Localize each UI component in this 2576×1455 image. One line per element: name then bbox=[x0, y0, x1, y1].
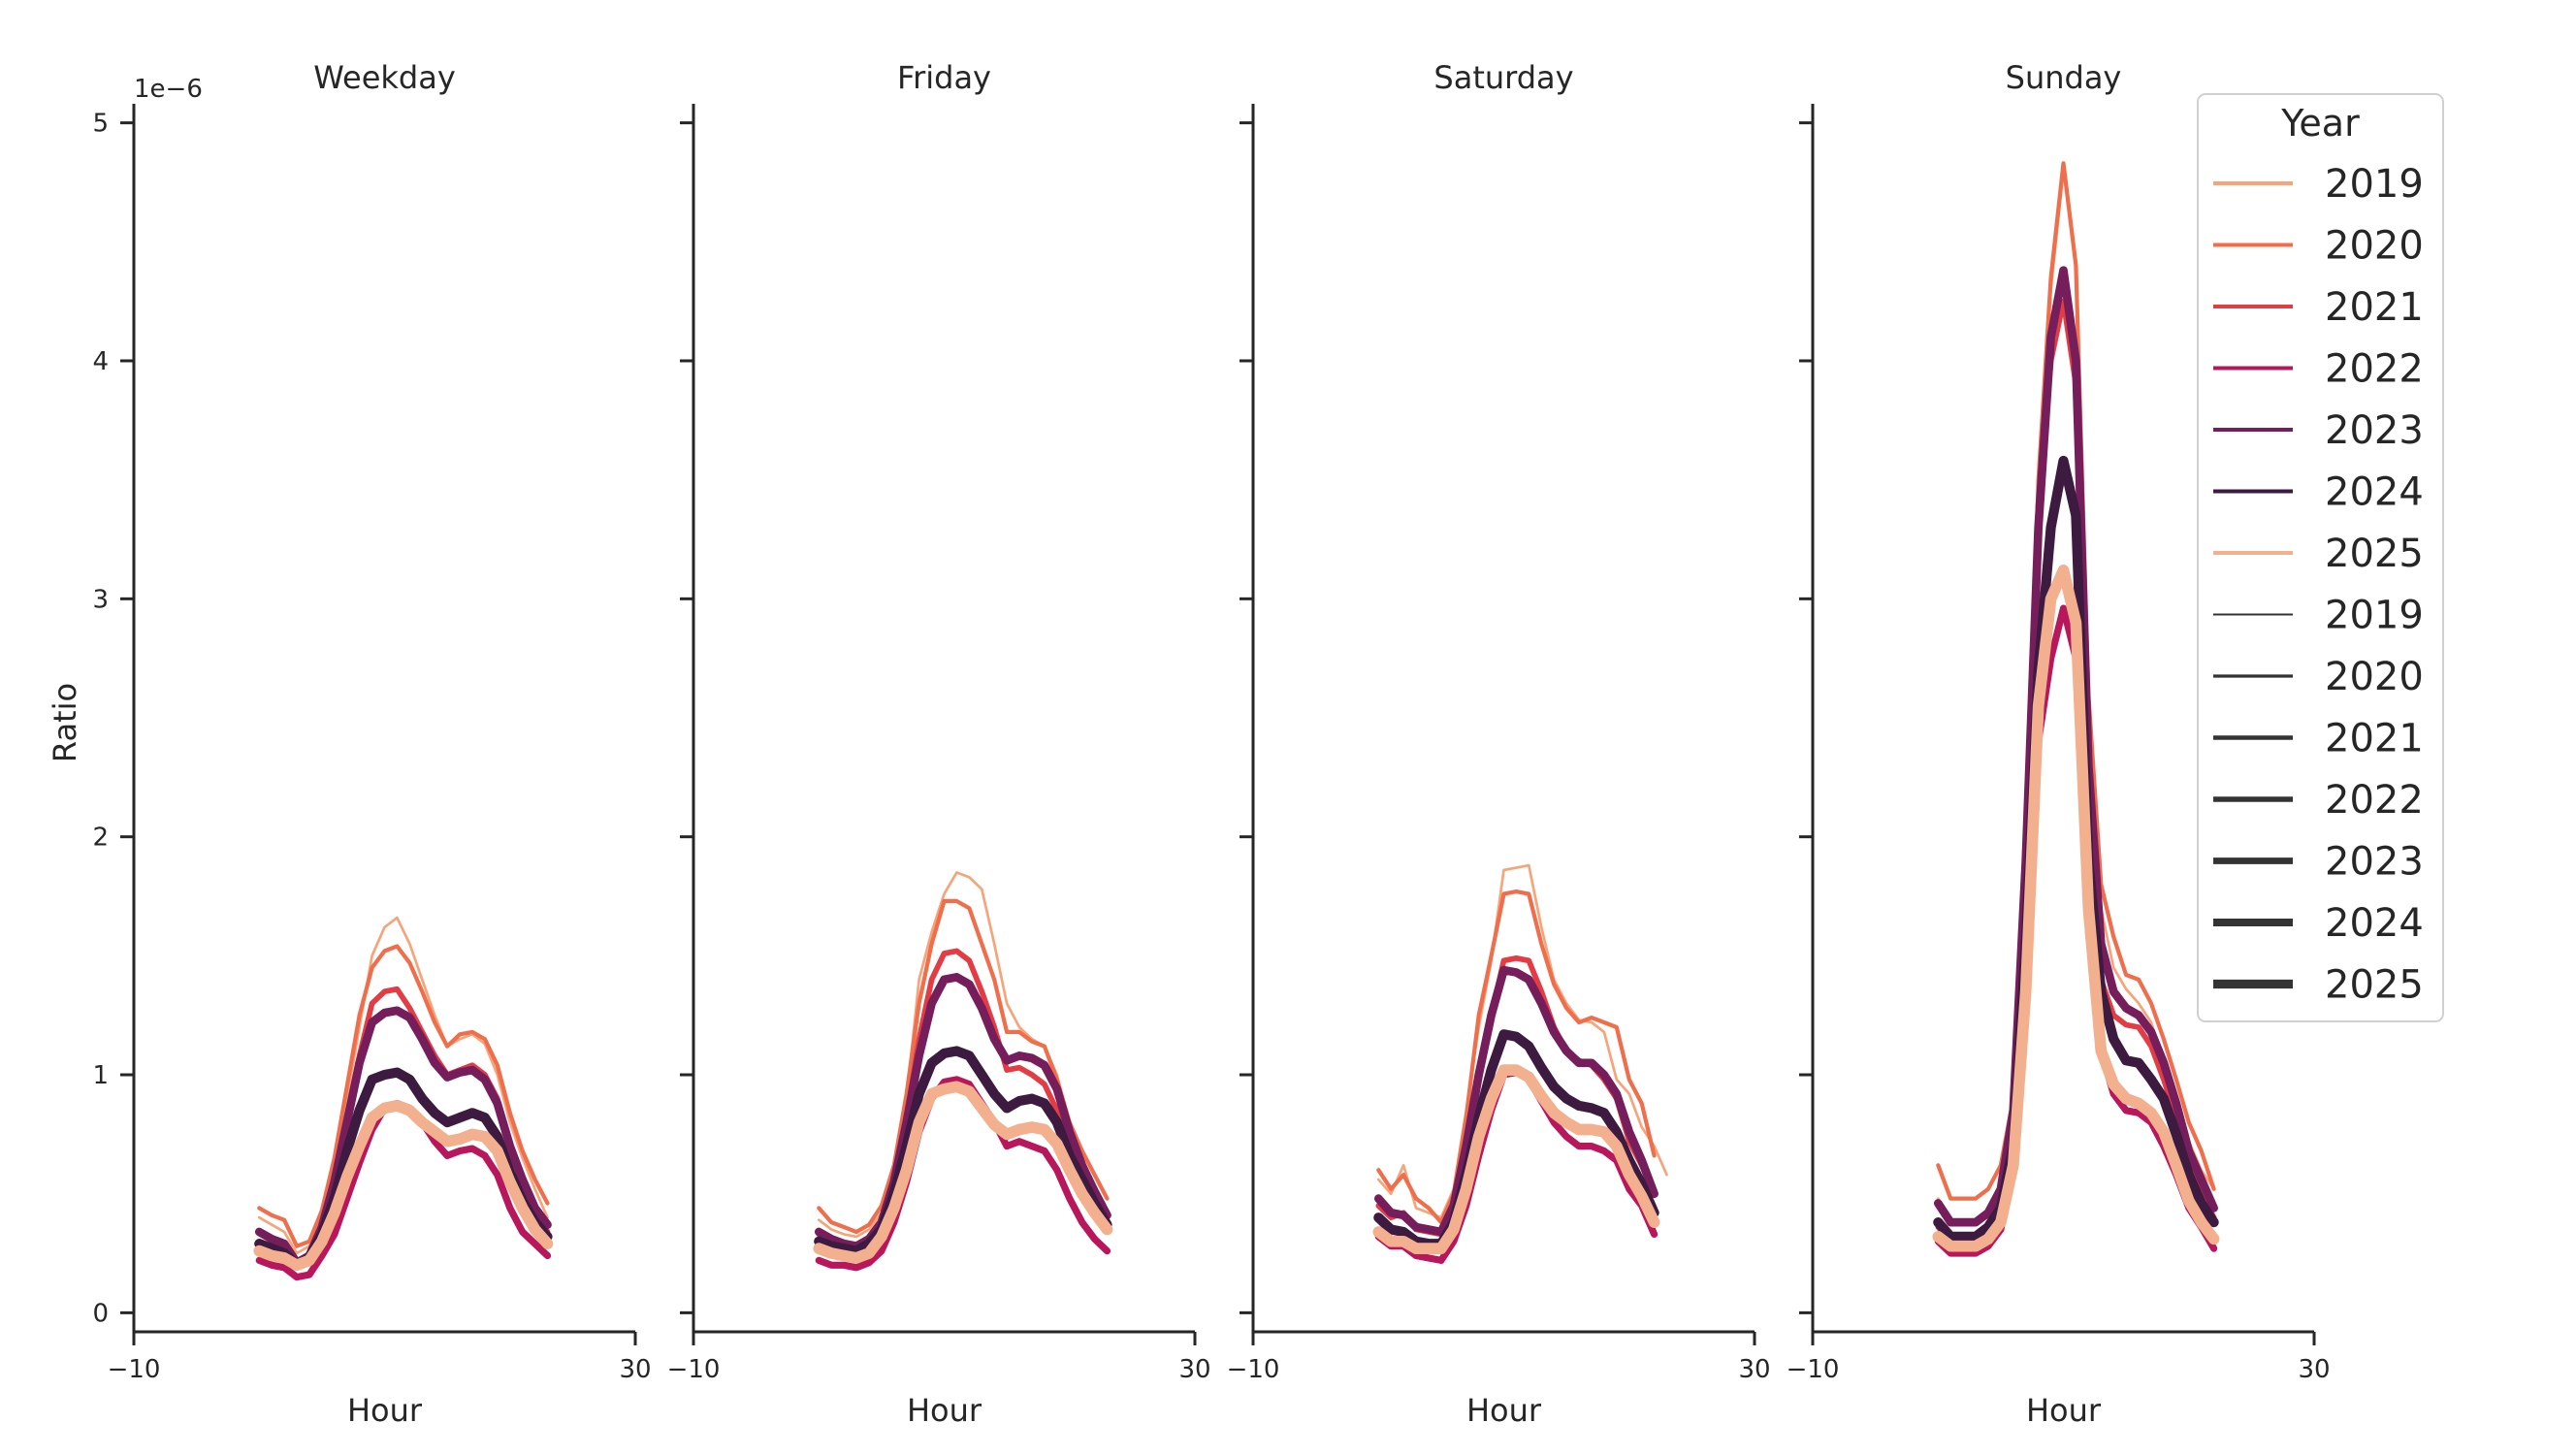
series-line-2020 bbox=[1376, 889, 1657, 1225]
series-line-2023 bbox=[814, 973, 1111, 1251]
x-axis-label: Hour bbox=[2026, 1392, 2102, 1429]
series-line-2025 bbox=[253, 1100, 554, 1272]
x-axis-label: Hour bbox=[347, 1392, 423, 1429]
y-tick-label: 1 bbox=[92, 1061, 109, 1090]
series-line-2025 bbox=[1932, 565, 2220, 1252]
panel-weekday: 0 1 2 3 4 5 −10 30 Weekday Hour bbox=[92, 59, 651, 1429]
series-line-2023 bbox=[1933, 266, 2218, 1227]
series-line-2019 bbox=[257, 916, 549, 1255]
x-tick-label: 30 bbox=[2298, 1355, 2330, 1384]
x-axis-label: Hour bbox=[907, 1392, 982, 1429]
panel-sunday: −10 30 Sunday Hour bbox=[1787, 59, 2331, 1429]
legend-label: 2023 bbox=[2325, 840, 2424, 885]
legend-label: 2025 bbox=[2325, 963, 2424, 1008]
series-line-2025 bbox=[1372, 1064, 1660, 1254]
legend-label: 2021 bbox=[2325, 285, 2424, 330]
x-tick-label: −10 bbox=[667, 1355, 721, 1384]
panel-title: Sunday bbox=[2006, 59, 2122, 96]
x-tick-label: −10 bbox=[1787, 1355, 1840, 1384]
x-tick-label: 30 bbox=[1738, 1355, 1770, 1384]
panel-title: Weekday bbox=[313, 59, 456, 96]
legend-label: 2025 bbox=[2325, 532, 2424, 576]
panel-saturday: −10 30 Saturday Hour bbox=[1227, 59, 1771, 1429]
x-tick-label: 30 bbox=[1178, 1355, 1210, 1384]
y-tick-label: 5 bbox=[92, 110, 109, 139]
legend-label: 2022 bbox=[2325, 347, 2424, 392]
y-offset-text: 1e−6 bbox=[134, 75, 203, 104]
series-line-2023 bbox=[254, 1006, 552, 1268]
x-tick-label: 30 bbox=[619, 1355, 651, 1384]
series-line-2022 bbox=[815, 1076, 1111, 1272]
series-line-2024 bbox=[1933, 455, 2219, 1243]
panel-title: Saturday bbox=[1433, 59, 1573, 96]
y-tick-label: 2 bbox=[92, 824, 109, 853]
series-line-2023 bbox=[1373, 965, 1658, 1237]
y-tick-label: 0 bbox=[92, 1299, 109, 1328]
legend: Year 2019 2020 2021 2022 2023 2024 2025 2019 2020… bbox=[2197, 93, 2444, 1022]
legend-label: 2020 bbox=[2325, 655, 2424, 699]
y-tick-label: 4 bbox=[92, 347, 109, 376]
legend-label: 2023 bbox=[2325, 408, 2424, 453]
x-tick-label: −10 bbox=[108, 1355, 161, 1384]
series-line-2021 bbox=[1375, 954, 1658, 1238]
y-tick-label: 3 bbox=[92, 585, 109, 614]
legend-frame bbox=[2197, 93, 2444, 1022]
series-line-2025 bbox=[813, 1081, 1113, 1264]
legend-label: 2021 bbox=[2325, 717, 2424, 761]
legend-label: 2019 bbox=[2325, 162, 2424, 207]
legend-label: 2024 bbox=[2325, 470, 2424, 515]
legend-label: 2022 bbox=[2325, 778, 2424, 823]
panel-friday: −10 30 Friday Hour bbox=[667, 59, 1211, 1429]
legend-label: 2024 bbox=[2325, 901, 2424, 946]
x-axis-label: Hour bbox=[1466, 1392, 1542, 1429]
series-line-2024 bbox=[814, 1046, 1112, 1256]
series-line-2020 bbox=[257, 944, 550, 1248]
legend-title: Year bbox=[2280, 102, 2360, 145]
y-axis-label: Ratio bbox=[47, 683, 83, 762]
series-line-2020 bbox=[1936, 161, 2216, 1201]
series-line-2019 bbox=[1376, 863, 1668, 1219]
legend-label: 2020 bbox=[2325, 224, 2424, 269]
x-tick-label: −10 bbox=[1227, 1355, 1280, 1384]
panel-title: Friday bbox=[897, 59, 991, 96]
legend-label: 2019 bbox=[2325, 594, 2424, 638]
